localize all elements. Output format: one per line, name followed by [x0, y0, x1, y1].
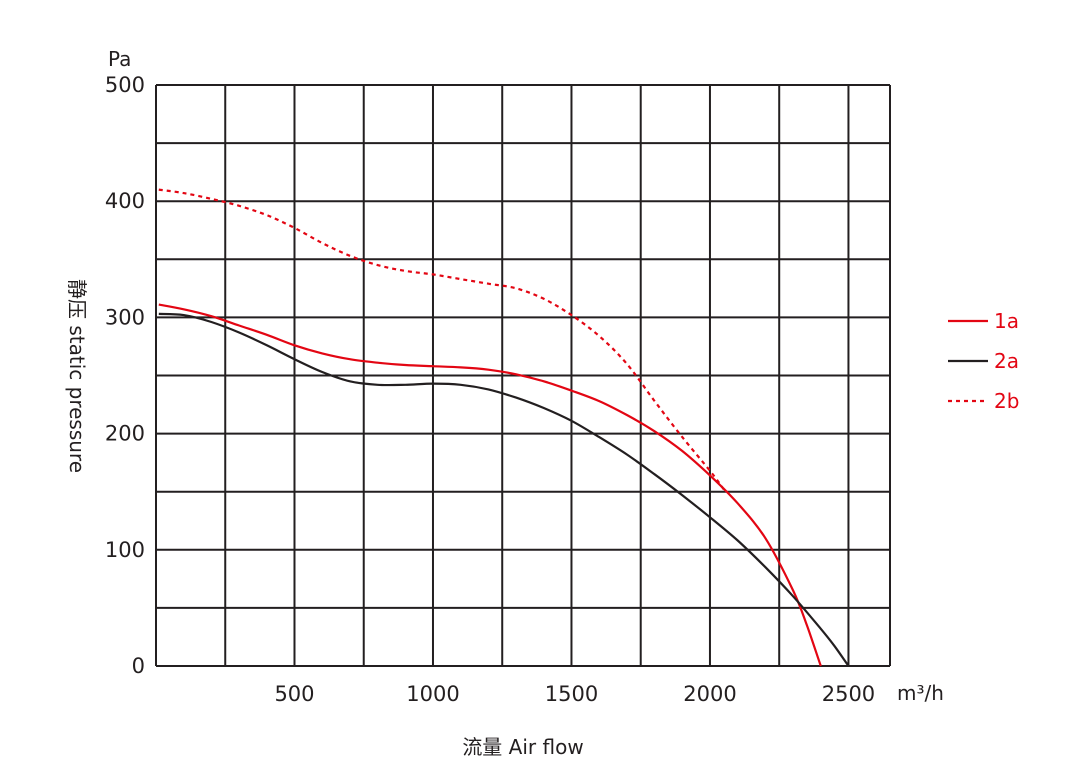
series-line-1a	[158, 303, 822, 667]
y-axis-unit: Pa	[108, 47, 131, 71]
x-axis-title: 流量 Air flow	[462, 735, 583, 759]
y-tick-label: 0	[132, 654, 145, 678]
x-tick-label: 1500	[545, 682, 598, 706]
y-tick-label: 400	[105, 189, 145, 213]
x-tick-label: 500	[274, 682, 314, 706]
y-tick-label: 200	[105, 422, 145, 446]
x-axis-unit: m³/h	[897, 681, 944, 705]
series-line-2a	[158, 312, 850, 667]
x-tick-label: 1000	[406, 682, 459, 706]
y-axis-title: 静压 static pressure	[65, 279, 89, 473]
series-line-2b	[158, 188, 725, 491]
x-tick-label: 2500	[822, 682, 875, 706]
curves	[158, 188, 850, 667]
y-tick-label: 100	[105, 538, 145, 562]
x-tick-label: 2000	[683, 682, 736, 706]
legend-label-2a: 2a	[994, 349, 1019, 373]
y-tick-label: 300	[105, 305, 145, 329]
tick-labels: 0 100 200 300 400 500 500 1000 1500 2000 2500	[105, 73, 875, 706]
legend-label-2b: 2b	[994, 389, 1019, 413]
legend-label-1a: 1a	[994, 309, 1019, 333]
y-tick-label: 500	[105, 73, 145, 97]
legend: 1a 2a 2b	[948, 309, 1019, 413]
